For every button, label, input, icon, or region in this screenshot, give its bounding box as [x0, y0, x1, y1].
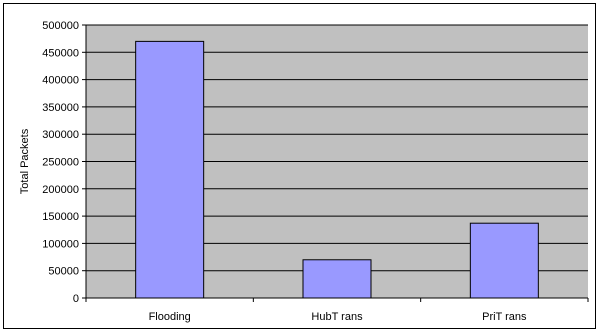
y-tick-label: 350000: [42, 102, 79, 114]
x-tick-label: PriT rans: [482, 311, 527, 323]
y-axis-ticks: 0 50000 100000 150000 200000 250000 300000 3500…: [42, 20, 86, 305]
y-tick-label: 150000: [42, 211, 79, 223]
y-tick-label: 0: [73, 293, 79, 305]
bar-prit-rans: [469, 222, 539, 299]
y-tick-label: 500000: [42, 20, 79, 32]
bar-flooding: [135, 40, 205, 299]
y-tick-label: 100000: [42, 238, 79, 250]
x-tick-label: Flooding: [149, 311, 191, 323]
bar-hubt-rans: [302, 259, 372, 299]
y-tick-label: 400000: [42, 75, 79, 87]
y-axis-title: Total Packets: [19, 128, 31, 194]
bars: [135, 40, 539, 299]
y-tick-label: 200000: [42, 184, 79, 196]
x-tick-label: HubT rans: [311, 311, 363, 323]
y-tick-label: 300000: [42, 129, 79, 141]
x-axis-ticks: Flooding HubT rans PriT rans: [85, 298, 589, 323]
y-tick-label: 450000: [42, 47, 79, 59]
y-tick-label: 50000: [48, 266, 79, 278]
y-tick-label: 250000: [42, 157, 79, 169]
